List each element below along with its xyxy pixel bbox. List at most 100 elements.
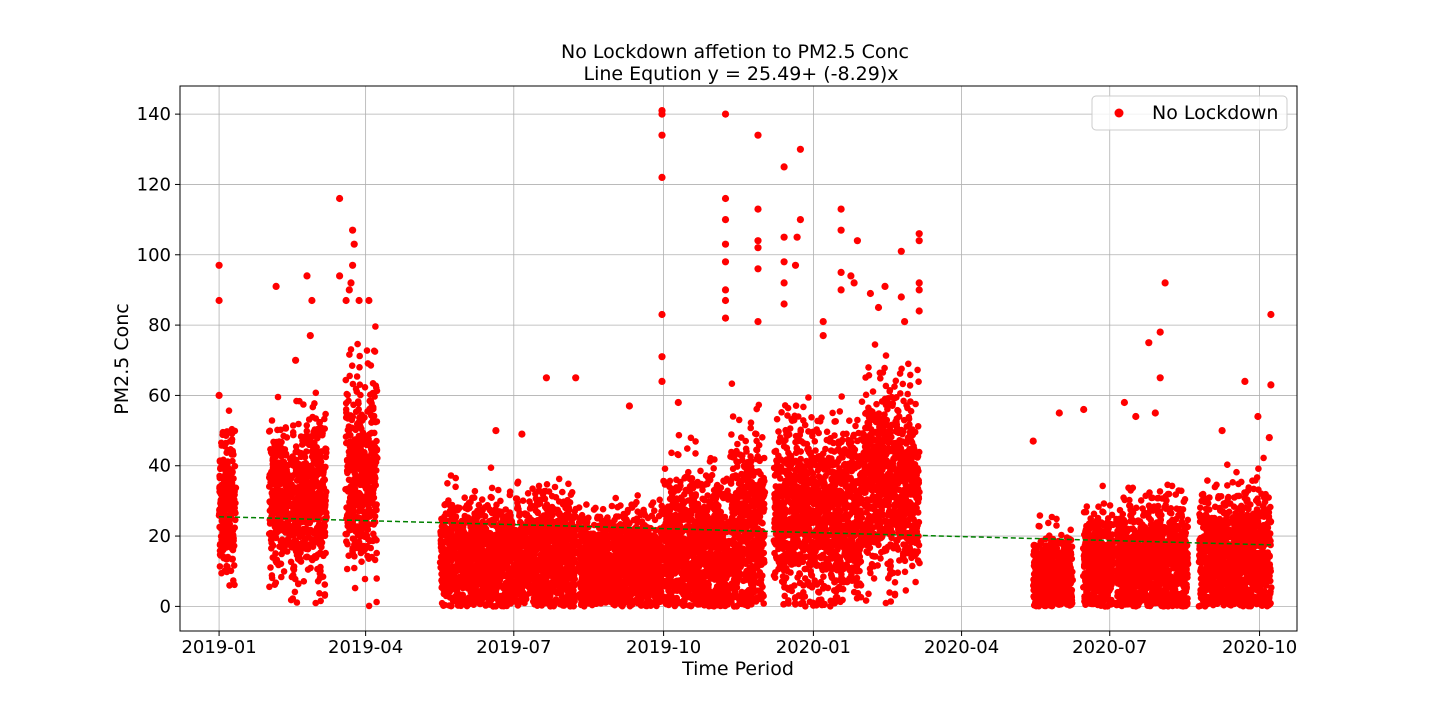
data-point bbox=[373, 575, 381, 582]
data-point bbox=[583, 501, 590, 508]
data-point bbox=[344, 391, 352, 399]
data-point bbox=[488, 494, 495, 502]
data-point bbox=[357, 391, 364, 399]
data-point bbox=[229, 555, 236, 563]
data-point bbox=[543, 481, 551, 488]
data-point bbox=[356, 364, 363, 371]
data-point bbox=[297, 558, 305, 565]
data-point bbox=[307, 564, 314, 572]
chart-title: No Lockdown affetion to PM2.5 Conc bbox=[561, 41, 909, 63]
data-point bbox=[470, 494, 478, 502]
data-point bbox=[507, 512, 514, 519]
data-point bbox=[227, 567, 235, 575]
data-point bbox=[367, 544, 375, 552]
data-point bbox=[566, 499, 574, 506]
data-point bbox=[565, 506, 573, 514]
data-point bbox=[216, 563, 224, 570]
data-point bbox=[592, 504, 599, 512]
data-point bbox=[363, 347, 371, 354]
data-point bbox=[351, 584, 359, 592]
chart-subtitle: Line Eqution y = 25.49+ (-8.29)x bbox=[583, 63, 898, 85]
data-point bbox=[355, 400, 362, 407]
data-point bbox=[373, 437, 380, 445]
data-point bbox=[371, 518, 379, 526]
data-point bbox=[351, 564, 358, 572]
data-point bbox=[367, 362, 375, 369]
data-point bbox=[225, 407, 233, 415]
data-point bbox=[373, 418, 381, 425]
data-point bbox=[568, 489, 576, 496]
data-point bbox=[358, 558, 365, 565]
data-point bbox=[266, 583, 273, 591]
data-point bbox=[274, 393, 282, 401]
data-point bbox=[452, 513, 460, 520]
data-point bbox=[668, 449, 675, 457]
data-point bbox=[277, 560, 285, 568]
data-point bbox=[361, 414, 368, 421]
data-point bbox=[559, 488, 566, 496]
data-point bbox=[649, 499, 657, 506]
data-point bbox=[369, 403, 377, 411]
data-point bbox=[347, 346, 355, 353]
data-point bbox=[300, 401, 307, 408]
data-point bbox=[266, 427, 274, 435]
data-point bbox=[230, 537, 237, 544]
data-point bbox=[231, 462, 239, 470]
data-point bbox=[608, 502, 616, 510]
data-point bbox=[284, 470, 291, 477]
data-point bbox=[322, 549, 329, 557]
data-point bbox=[461, 494, 469, 502]
data-point bbox=[495, 486, 502, 494]
data-point bbox=[456, 504, 463, 512]
data-point bbox=[321, 532, 329, 540]
data-point bbox=[280, 568, 288, 575]
data-point bbox=[321, 476, 329, 484]
data-point bbox=[277, 426, 285, 434]
data-point bbox=[342, 406, 350, 413]
data-point bbox=[323, 488, 330, 496]
data-point bbox=[478, 496, 486, 503]
data-point bbox=[321, 581, 329, 588]
data-point bbox=[371, 513, 379, 520]
data-point bbox=[322, 501, 329, 509]
data-point bbox=[230, 451, 237, 458]
data-point bbox=[230, 475, 237, 482]
data-point bbox=[232, 516, 239, 524]
data-point bbox=[268, 574, 276, 582]
data-point bbox=[514, 478, 522, 486]
data-point bbox=[514, 503, 522, 510]
data-point bbox=[371, 348, 379, 355]
scatter-points bbox=[215, 107, 1275, 610]
data-point bbox=[272, 579, 280, 586]
data-point bbox=[280, 458, 288, 466]
data-point bbox=[295, 580, 302, 588]
data-point bbox=[519, 497, 527, 505]
data-point bbox=[661, 465, 669, 473]
data-point bbox=[317, 567, 324, 575]
data-point bbox=[675, 431, 683, 439]
data-point bbox=[230, 562, 238, 569]
data-point bbox=[373, 467, 380, 474]
data-point bbox=[373, 536, 380, 544]
data-point bbox=[291, 588, 299, 596]
data-point bbox=[487, 464, 495, 472]
data-point bbox=[322, 463, 329, 471]
data-point bbox=[371, 393, 378, 400]
data-point bbox=[278, 438, 285, 446]
data-point bbox=[372, 474, 379, 482]
data-point bbox=[311, 400, 318, 407]
data-point bbox=[272, 534, 280, 542]
data-point bbox=[317, 597, 325, 605]
data-point bbox=[675, 451, 682, 459]
data-point bbox=[269, 542, 277, 549]
data-point bbox=[301, 453, 309, 461]
data-point bbox=[282, 424, 290, 431]
data-point bbox=[356, 352, 364, 360]
data-point bbox=[289, 429, 297, 436]
data-point bbox=[372, 323, 379, 330]
data-point bbox=[289, 422, 297, 429]
data-point bbox=[267, 564, 274, 571]
data-point bbox=[282, 452, 290, 459]
data-point bbox=[321, 522, 329, 529]
data-point bbox=[290, 566, 298, 574]
